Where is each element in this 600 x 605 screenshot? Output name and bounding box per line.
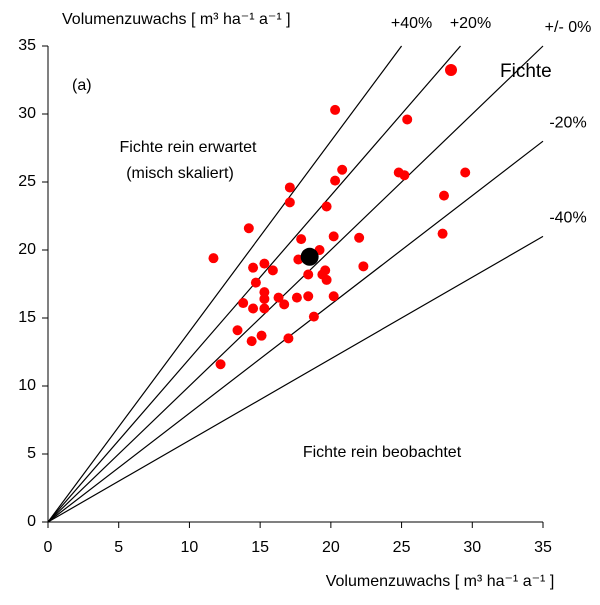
- y-tick-label: 0: [27, 513, 36, 530]
- annotation: (misch skaliert): [126, 165, 234, 182]
- point: [259, 293, 270, 304]
- annotation: Fichte rein erwartet: [120, 139, 257, 156]
- reference-label: +/- 0%: [545, 19, 592, 36]
- point: [358, 261, 369, 272]
- point: [215, 359, 226, 370]
- point: [250, 277, 261, 288]
- point: [248, 303, 259, 314]
- point: [303, 269, 314, 280]
- point: [267, 265, 278, 276]
- x-tick-label: 35: [534, 539, 552, 556]
- point: [284, 182, 295, 193]
- point: [330, 175, 341, 186]
- x-tick-label: 5: [114, 539, 123, 556]
- point: [437, 228, 448, 239]
- point: [308, 311, 319, 322]
- point: [328, 291, 339, 302]
- x-tick-label: 10: [181, 539, 199, 556]
- y-tick-label: 20: [18, 241, 36, 258]
- y-tick-label: 5: [27, 445, 36, 462]
- x-tick-label: 30: [463, 539, 481, 556]
- point: [259, 258, 270, 269]
- x-tick-label: 15: [251, 539, 269, 556]
- reference-label: +40%: [391, 15, 432, 32]
- point: [273, 292, 284, 303]
- y-tick-label: 25: [18, 173, 36, 190]
- point: [232, 325, 243, 336]
- mean-point: [300, 247, 319, 266]
- x-tick-label: 20: [322, 539, 340, 556]
- y-axis-title: Volumenzuwachs [ m³ ha⁻¹ a⁻¹ ]: [62, 11, 291, 28]
- point: [248, 262, 259, 273]
- point: [354, 232, 365, 243]
- reference-label: -20%: [549, 114, 586, 131]
- point: [328, 231, 339, 242]
- point: [243, 223, 254, 234]
- point: [259, 303, 270, 314]
- panel-label: (a): [72, 77, 92, 94]
- point: [238, 298, 249, 309]
- point: [337, 164, 348, 175]
- x-axis-title: Volumenzuwachs [ m³ ha⁻¹ a⁻¹ ]: [326, 573, 555, 590]
- annotation: Fichte rein beobachtet: [303, 444, 462, 461]
- y-tick-label: 35: [18, 37, 36, 54]
- reference-line: [47, 235, 544, 523]
- point: [279, 299, 290, 310]
- point: [399, 170, 410, 181]
- point: [256, 330, 267, 341]
- point: [330, 104, 341, 115]
- y-tick-label: 15: [18, 309, 36, 326]
- point: [296, 234, 307, 245]
- y-tick-label: 10: [18, 377, 36, 394]
- point: [284, 197, 295, 208]
- point: [460, 167, 471, 178]
- point: [246, 336, 257, 347]
- point: [320, 265, 331, 276]
- point: [291, 292, 302, 303]
- reference-line: [47, 140, 544, 523]
- point: [208, 253, 219, 264]
- point: [402, 114, 413, 125]
- x-tick-label: 0: [44, 539, 53, 556]
- reference-label: -40%: [549, 210, 586, 227]
- point: [303, 291, 314, 302]
- x-tick-label: 25: [393, 539, 411, 556]
- point: [283, 333, 294, 344]
- y-tick-label: 30: [18, 105, 36, 122]
- reference-line: [47, 45, 544, 523]
- point: [321, 201, 332, 212]
- reference-line: [47, 45, 403, 523]
- legend-label: Fichte: [500, 61, 552, 82]
- reference-label: +20%: [450, 15, 491, 32]
- point: [439, 190, 449, 201]
- point: [321, 274, 332, 285]
- legend-marker: [445, 64, 457, 76]
